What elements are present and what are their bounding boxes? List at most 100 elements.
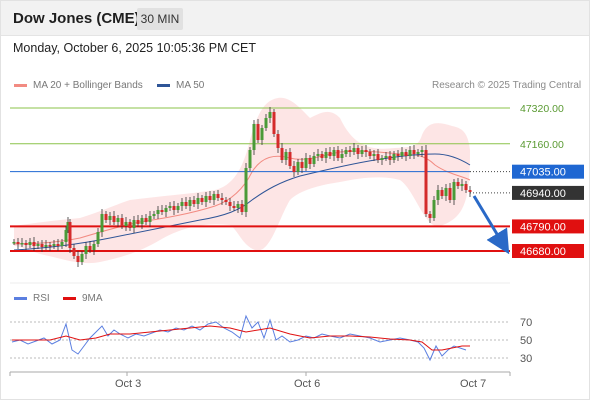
ma50-line — [13, 153, 471, 251]
ma50-swatch — [157, 84, 170, 87]
candle-body — [124, 222, 128, 226]
candle-body — [308, 158, 312, 164]
candle-body — [264, 118, 268, 128]
level-label-47320-00: 47320.00 — [520, 103, 564, 115]
candle-body — [376, 154, 380, 160]
candle-body — [276, 134, 280, 148]
candle-body — [220, 198, 224, 200]
legend-rsi-label: RSI — [33, 293, 50, 304]
level-lines: 47320.00 47160.00 47035.00 46940.00 46790.00… — [10, 103, 584, 258]
candle-body — [144, 218, 148, 222]
level-badge-46680-00 — [512, 244, 584, 258]
candle-body — [88, 246, 92, 250]
candle-body — [120, 218, 124, 226]
candle-body — [12, 242, 16, 244]
candle-body — [468, 190, 472, 192]
interval-button[interactable]: 30 MIN — [137, 8, 183, 30]
candle-body — [172, 206, 176, 210]
candle-body — [52, 244, 56, 246]
candle-body — [356, 148, 360, 154]
candle-body — [360, 150, 364, 154]
candle-body — [340, 154, 344, 158]
candle-body — [388, 156, 392, 160]
candle-body — [112, 216, 116, 222]
candle-body — [392, 154, 396, 160]
candle-body — [232, 206, 236, 208]
x-label-oct3: Oct 3 — [115, 378, 141, 390]
timestamp: Monday, October 6, 2025 10:05:36 PM CET — [13, 41, 256, 55]
candle-body — [152, 214, 156, 216]
rsi-swatch — [14, 297, 27, 300]
candle-body — [28, 242, 32, 245]
legend-9ma-label: 9MA — [82, 293, 103, 304]
rsi-level-30: 30 — [520, 353, 532, 365]
candle-body — [332, 150, 336, 156]
candle-body — [364, 150, 368, 152]
ma9-swatch — [63, 297, 76, 300]
instrument-title: Dow Jones (CME) — [13, 10, 140, 27]
ma20-swatch — [14, 84, 27, 87]
candle-body — [68, 222, 72, 248]
candle-body — [316, 154, 320, 156]
candle-body — [20, 243, 24, 245]
candle-body — [248, 150, 252, 168]
candle-body — [416, 152, 420, 154]
candle-body — [348, 150, 352, 152]
candle-body — [328, 152, 332, 156]
rsi-panel: 70 50 30 — [10, 314, 532, 365]
rsi-line — [11, 314, 467, 362]
candle-body — [76, 256, 80, 262]
candle-body — [96, 232, 100, 244]
candle-body — [188, 200, 192, 206]
candle-body — [180, 202, 184, 206]
candle-body — [460, 184, 464, 186]
candle-body — [164, 208, 168, 212]
candlesticks — [12, 107, 472, 267]
candle-body — [66, 222, 70, 230]
candle-body — [448, 188, 452, 200]
level-label-47160-00: 47160.00 — [520, 139, 564, 151]
candle-body — [324, 152, 328, 158]
candle-body — [320, 154, 324, 158]
candle-body — [352, 148, 356, 152]
candle-body — [196, 198, 200, 204]
candle-body — [80, 254, 84, 262]
candle-body — [236, 204, 240, 208]
rsi-level-70: 70 — [520, 317, 532, 329]
candle-body — [204, 196, 208, 202]
candle-body — [184, 202, 188, 206]
candle-body — [84, 246, 88, 254]
candle-body — [32, 242, 36, 246]
candle-body — [148, 216, 152, 222]
candle-body — [368, 152, 372, 156]
rsi-level-50: 50 — [520, 335, 532, 347]
candle-body — [212, 194, 216, 200]
candle-body — [56, 244, 60, 246]
candle-body — [464, 184, 468, 190]
candle-body — [344, 150, 348, 154]
candle-body — [40, 244, 44, 247]
candle-body — [428, 214, 432, 218]
candle-body — [440, 190, 444, 196]
candle-body — [400, 152, 404, 156]
candle-body — [128, 222, 132, 228]
candle-body — [404, 152, 408, 156]
candle-body — [456, 182, 460, 186]
candle-body — [224, 200, 228, 202]
candle-body — [176, 206, 180, 210]
candle-body — [16, 242, 20, 244]
candle-body — [200, 198, 204, 202]
candle-body — [292, 166, 296, 172]
candle-body — [420, 150, 424, 152]
candle-body — [424, 150, 428, 214]
level-badge-46790-00 — [512, 219, 584, 234]
candle-body — [252, 124, 256, 150]
candle-body — [240, 204, 244, 212]
candle-body — [300, 162, 304, 168]
candle-body — [272, 112, 276, 134]
candle-body — [108, 216, 112, 220]
level-label-47035-00: 47035.00 — [520, 167, 566, 179]
candle-body — [280, 148, 284, 160]
x-label-oct7: Oct 7 — [460, 378, 486, 390]
